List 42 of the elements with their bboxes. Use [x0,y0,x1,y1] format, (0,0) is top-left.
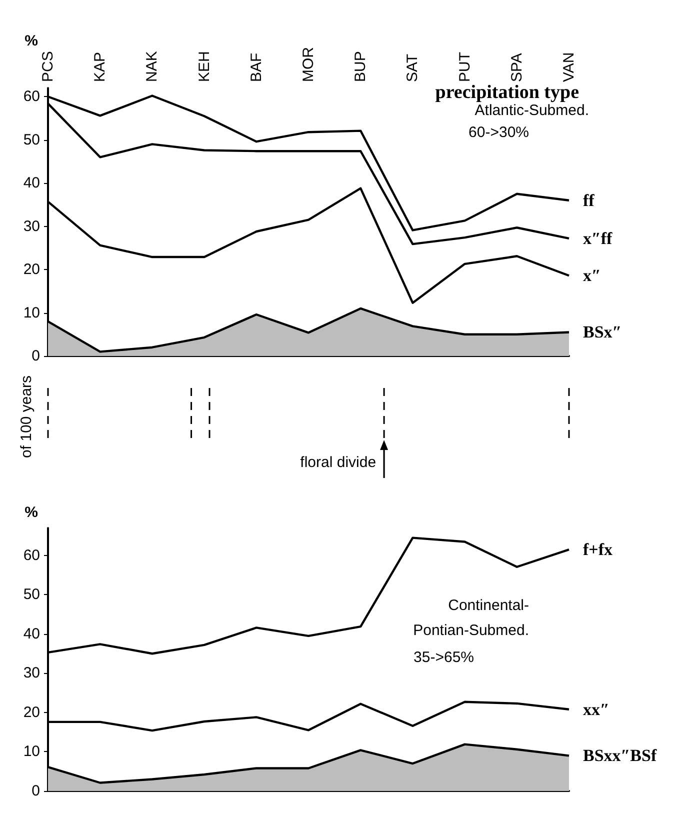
x-tick-label: MOR [300,46,317,82]
text: floral divide [300,454,376,471]
y-tick-label: 50 [23,586,40,604]
x-tick-label: SPA [508,53,526,82]
x-tick-label: PCS [40,51,56,82]
y-tick-label: 50 [23,131,40,148]
annotation: Pontian-Submed. [413,622,529,639]
series-label: f+fx [583,540,614,560]
y-tick-label: 10 [23,743,40,760]
series-label: BSx″ [583,322,622,342]
annotation: Continental- [448,597,530,614]
series-label: BSxx″BSf [583,746,657,766]
y-axis-title: % [24,32,38,50]
y-tick-label: 30 [23,218,40,235]
text: of 100 years [18,375,35,458]
x-tick-label: PUT [456,52,474,82]
annotation: 60->30% [468,124,530,141]
series-label: x″ff [583,228,613,248]
annotation: 35->65% [414,649,474,666]
chart-title: precipitation type [435,82,580,103]
y-tick-label: 20 [23,704,40,721]
x-tick-label: NAK [144,51,161,82]
series-label: ff [583,190,595,210]
y-tick-label: 0 [32,348,40,364]
annotation: Atlantic-Submed. [474,102,590,119]
x-tick-label: VAN [560,52,578,82]
x-tick-label: BAF [248,52,265,82]
x-tick-label: BUP [352,51,370,82]
y-axis-title: % [24,504,38,521]
series-label: x″ [583,266,601,286]
y-tick-label: 60 [23,88,40,106]
y-tick-label: 40 [23,174,40,192]
y-tick-label: 40 [23,625,40,642]
y-tick-label: 30 [23,664,40,682]
y-tick-label: 20 [23,261,40,278]
x-tick-label: KEH [196,51,213,82]
y-tick-label: 10 [23,304,40,322]
x-tick-label: KAP [92,52,109,82]
x-tick-label: SAT [404,54,422,82]
y-tick-label: 60 [23,546,40,564]
series-label: xx″ [583,700,610,719]
y-tick-label: 0 [32,782,40,800]
